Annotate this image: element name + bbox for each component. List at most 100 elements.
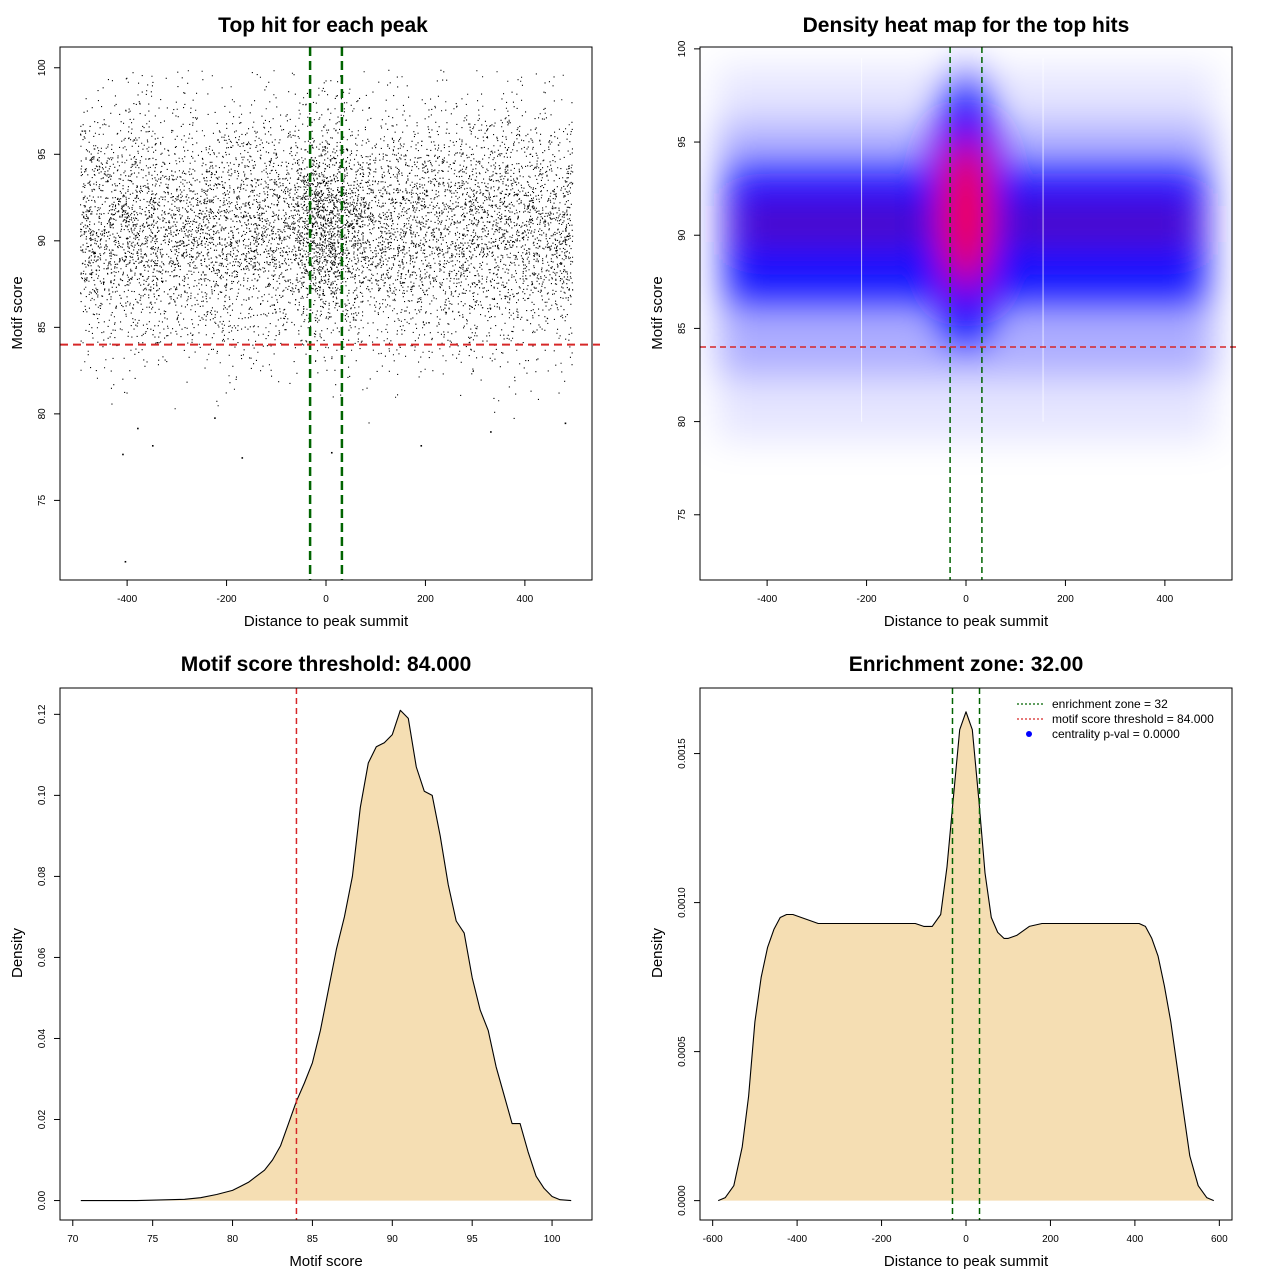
- heatmap-y-tick-label: 75: [677, 509, 688, 521]
- scatter-y-tick-label: 100: [37, 59, 48, 76]
- scatter-point: [490, 431, 492, 433]
- score-density-title: Motif score threshold: 84.000: [181, 653, 472, 676]
- score-density-curve: [80, 709, 572, 1202]
- distance-density-area: [717, 711, 1215, 1202]
- heatmap-y-label: Motif score: [649, 276, 666, 349]
- score-density-y-tick-label: 0.02: [37, 1109, 48, 1129]
- scatter-point: [564, 422, 567, 425]
- score-density-y-tick-label: 0.06: [37, 947, 48, 967]
- distance-density-y-tick-label: 0.0000: [677, 1185, 688, 1216]
- score-density-x-tick-label: 75: [147, 1234, 159, 1245]
- scatter-x-tick-label: 200: [417, 594, 434, 605]
- score-density-x-tick-label: 85: [307, 1234, 319, 1245]
- scatter-point: [420, 445, 423, 447]
- legend-threshold-label: motif score threshold = 84.000: [1052, 712, 1214, 726]
- panel-score-density: Motif score threshold: 84.000 70 75 80 85 90…: [9, 653, 593, 1270]
- panel-heatmap: Density heat map for the top hits -400 -2…: [649, 14, 1240, 630]
- scatter-point: [330, 451, 333, 454]
- score-density-y-label: Density: [9, 927, 26, 978]
- legend-pval-dot: [1026, 731, 1032, 737]
- distance-density-x-tick-label: 200: [1042, 1234, 1059, 1245]
- scatter-point: [124, 560, 127, 563]
- scatter-x-tick-label: 400: [517, 594, 534, 605]
- distance-density-x-label: Distance to peak summit: [884, 1253, 1049, 1270]
- score-density-x-tick-label: 100: [544, 1234, 561, 1245]
- heatmap-tile-seams: [861, 58, 1044, 422]
- scatter-y-tick-label: 85: [37, 321, 48, 333]
- heatmap-y-tick-label: 100: [677, 40, 688, 57]
- scatter-point: [137, 427, 139, 430]
- scatter-y-tick-label: 90: [37, 235, 48, 247]
- heatmap-x-tick-label: -200: [857, 594, 877, 605]
- distance-density-y-label: Density: [649, 927, 666, 978]
- heatmap-y-axis: 75 80 85 90 95 100: [677, 40, 701, 521]
- heatmap-x-axis: -400 -200 0 200 400: [757, 579, 1174, 605]
- scatter-x-label: Distance to peak summit: [244, 613, 409, 630]
- score-density-x-tick-label: 95: [467, 1234, 479, 1245]
- distance-density-y-tick-label: 0.0010: [677, 887, 688, 918]
- heatmap-x-tick-label: 400: [1157, 594, 1174, 605]
- scatter-points: [80, 69, 574, 563]
- scatter-x-tick-label: 0: [323, 594, 329, 605]
- heatmap-y-tick-label: 95: [677, 136, 688, 148]
- score-density-x-axis: 70 75 80 85 90 95 100: [67, 1219, 561, 1245]
- scatter-point-cloud: [80, 69, 574, 424]
- scatter-plot-frame: [59, 46, 593, 581]
- legend-pval-label: centrality p-val = 0.0000: [1052, 727, 1180, 741]
- heatmap-x-label: Distance to peak summit: [884, 613, 1049, 630]
- distance-density-y-axis: 0.0000 0.0005 0.0010 0.0015: [677, 738, 701, 1216]
- heatmap-hotspot-core: [953, 175, 979, 251]
- scatter-y-axis: 75 80 85 90 95 100: [37, 59, 61, 506]
- distance-density-zone-lines: [951, 688, 981, 1220]
- score-density-y-tick-label: 0.08: [37, 866, 48, 886]
- heatmap-zone-lines: [949, 47, 983, 580]
- scatter-point: [151, 445, 154, 447]
- distance-density-y-tick-label: 0.0015: [677, 738, 688, 769]
- score-density-x-tick-label: 80: [227, 1234, 239, 1245]
- distance-density-x-tick-label: -200: [872, 1234, 892, 1245]
- heatmap-x-tick-label: -400: [757, 594, 777, 605]
- scatter-x-axis: -400 -200 0 200 400: [117, 579, 534, 605]
- distance-density-x-tick-label: 600: [1211, 1234, 1228, 1245]
- distance-density-x-axis: -600 -400 -200 0 200 400 600: [703, 1219, 1228, 1245]
- distance-density-curve: [717, 711, 1215, 1202]
- scatter-x-tick-label: -400: [117, 594, 137, 605]
- scatter-y-tick-label: 95: [37, 148, 48, 160]
- distance-density-title: Enrichment zone: 32.00: [849, 653, 1084, 676]
- distance-density-x-tick-label: 0: [963, 1234, 969, 1245]
- score-density-y-tick-label: 0.10: [37, 785, 48, 805]
- scatter-y-label: Motif score: [9, 276, 26, 349]
- scatter-y-tick-label: 80: [37, 408, 48, 420]
- distance-density-fill: [718, 711, 1214, 1201]
- heatmap-y-tick-label: 90: [677, 229, 688, 241]
- heatmap-y-tick-label: 85: [677, 322, 688, 334]
- distance-density-legend: enrichment zone = 32 motif score thresho…: [1017, 697, 1214, 741]
- score-density-area: [80, 709, 572, 1202]
- distance-density-y-tick-label: 0.0005: [677, 1036, 688, 1067]
- score-density-y-axis: 0.00 0.02 0.04 0.06 0.08 0.10 0.12: [37, 704, 61, 1210]
- panel-scatter: Top hit for each peak -400 -200 0 200 400 75…: [9, 14, 600, 630]
- distance-density-x-tick-label: -600: [703, 1234, 723, 1245]
- score-density-x-tick-label: 70: [67, 1234, 79, 1245]
- scatter-title: Top hit for each peak: [218, 14, 428, 37]
- score-density-x-label: Motif score: [289, 1253, 362, 1270]
- score-density-y-tick-label: 0.00: [37, 1190, 48, 1210]
- heatmap-x-tick-label: 0: [963, 594, 969, 605]
- score-density-y-tick-label: 0.04: [37, 1028, 48, 1048]
- legend-zone-label: enrichment zone = 32: [1052, 697, 1168, 711]
- distance-density-x-tick-label: -400: [787, 1234, 807, 1245]
- distance-density-x-tick-label: 400: [1127, 1234, 1144, 1245]
- heatmap-x-tick-label: 200: [1057, 594, 1074, 605]
- score-density-fill: [80, 710, 572, 1201]
- heatmap-field: [700, 47, 1232, 580]
- scatter-zone-lines: [308, 47, 344, 580]
- scatter-y-tick-label: 75: [37, 494, 48, 506]
- scatter-x-tick-label: -200: [217, 594, 237, 605]
- scatter-point: [122, 453, 124, 456]
- scatter-point: [214, 417, 216, 419]
- panel-distance-density: Enrichment zone: 32.00 -600 -400 -200 0 200 4…: [649, 653, 1233, 1270]
- score-density-x-tick-label: 90: [387, 1234, 399, 1245]
- scatter-point: [241, 457, 244, 459]
- heatmap-y-tick-label: 80: [677, 416, 688, 428]
- heatmap-density: [717, 58, 1215, 441]
